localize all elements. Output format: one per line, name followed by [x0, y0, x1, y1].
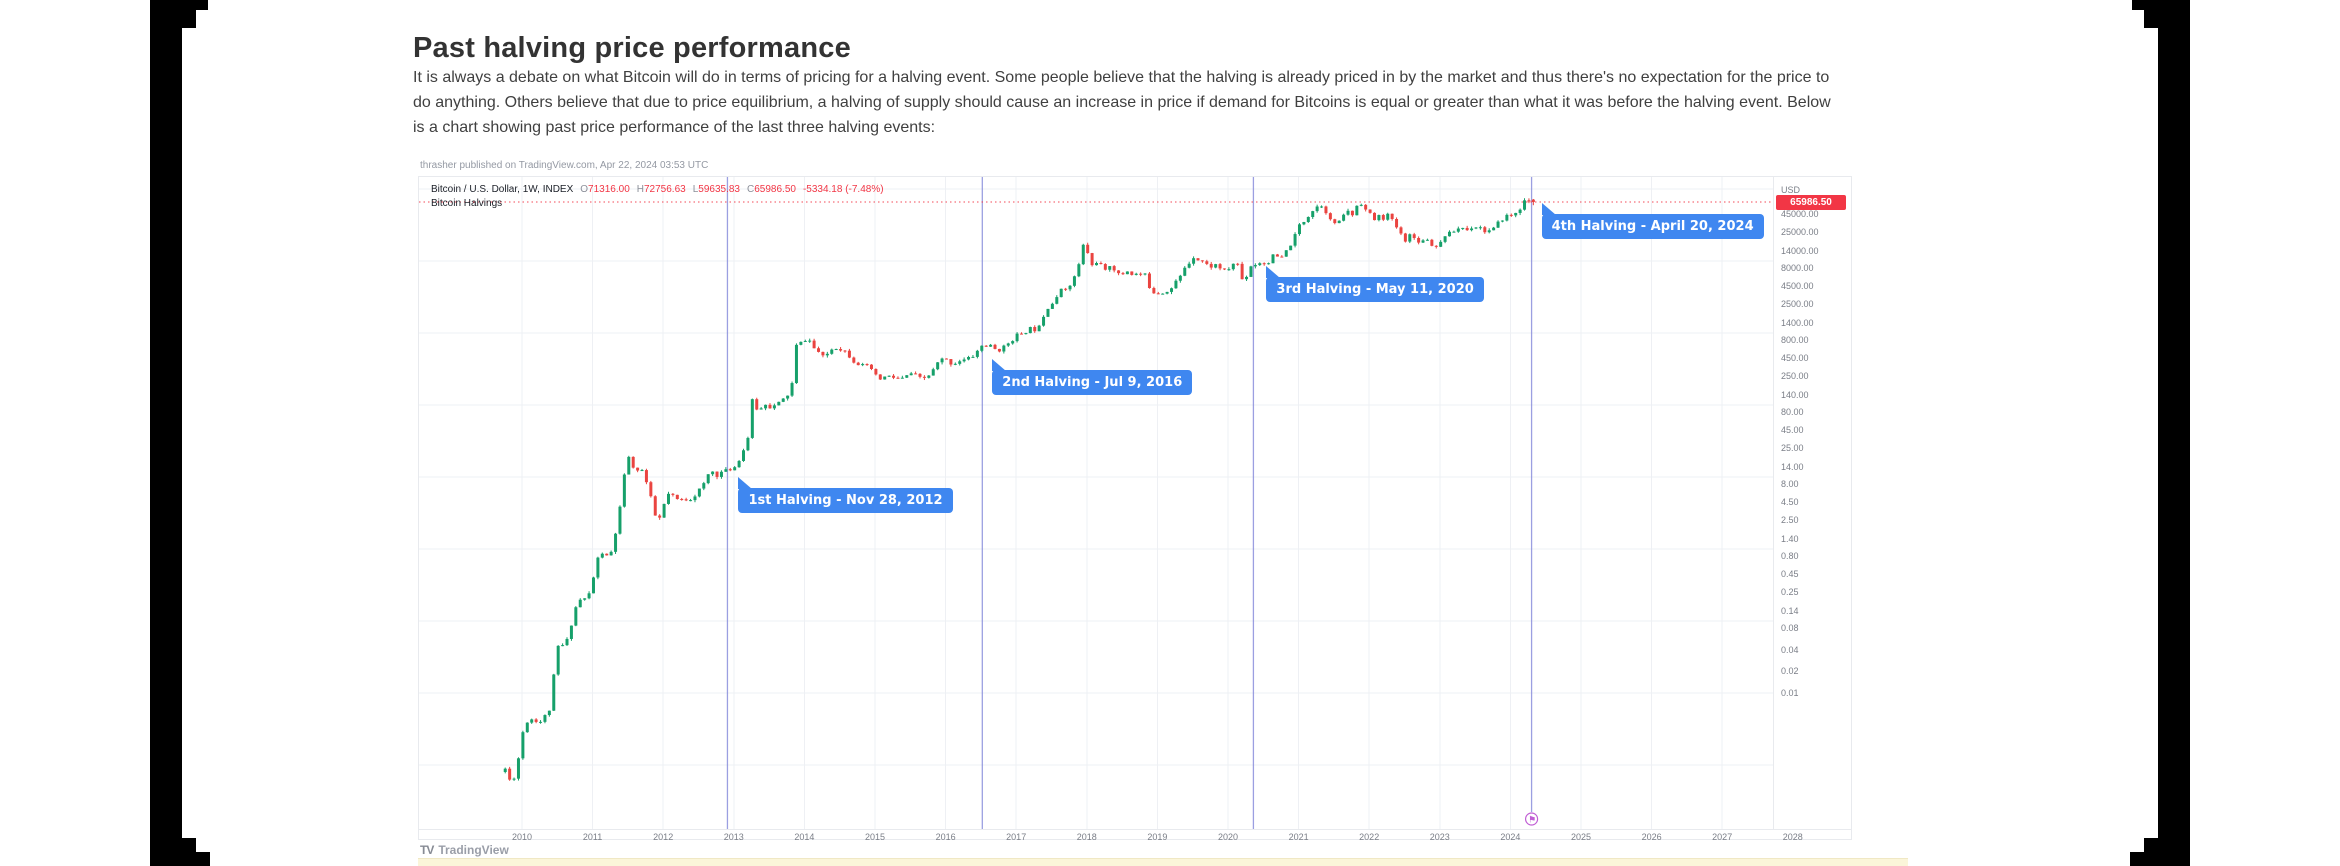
year-tick-label: 2011 [582, 832, 603, 842]
tradingview-chart[interactable]: ⚑ Bitcoin / U.S. Dollar, 1W, INDEX O71316… [418, 176, 1852, 842]
symbol-title: Bitcoin / U.S. Dollar, 1W, INDEX [431, 184, 574, 195]
screen-edge-artifact [182, 0, 196, 28]
price-tick-label: 0.45 [1781, 569, 1799, 579]
ohlc-high-value: 72756.63 [644, 184, 686, 195]
screen-edge-artifact [182, 838, 196, 866]
chart-legend: Bitcoin / U.S. Dollar, 1W, INDEX O71316.0… [431, 184, 884, 195]
price-tick-label: 800.00 [1781, 335, 1809, 345]
price-tick-label: 2.50 [1781, 515, 1799, 526]
halving-callout: 3rd Halving - May 11, 2020 [1266, 266, 1484, 303]
price-tick-label: 1.40 [1781, 533, 1799, 544]
tradingview-logo-icon[interactable]: TV [420, 843, 434, 857]
year-tick-label: 2025 [1570, 832, 1592, 842]
screen-edge-artifact [150, 0, 182, 866]
year-tick-label: 2023 [1429, 832, 1450, 842]
price-tick-label: 25000.00 [1781, 227, 1819, 238]
year-tick-label: 2020 [1217, 832, 1239, 842]
price-tick-label: 8.00 [1781, 479, 1799, 489]
price-tick-label: 0.04 [1781, 644, 1799, 655]
price-tick-label: 140.00 [1781, 389, 1809, 400]
candlestick-plot[interactable]: ⚑ [419, 177, 1773, 829]
year-tick-label: 2022 [1359, 832, 1380, 842]
ohlc-open-label: O [580, 184, 589, 195]
price-tick-label: 4.50 [1781, 497, 1799, 507]
year-tick-label: 2017 [1006, 832, 1027, 842]
price-tick-label: 0.01 [1781, 688, 1799, 699]
price-tick-label: 0.02 [1781, 666, 1799, 677]
year-tick-label: 2024 [1500, 832, 1521, 842]
year-tick-label: 2010 [511, 832, 533, 842]
ohlc-high-label: H [636, 184, 644, 195]
time-axis[interactable]: 2010 2011 2012 2013 2014 2015 2016 2017 2018 2019… [419, 829, 1851, 842]
year-tick-label: 2014 [794, 832, 815, 842]
current-price-badge: 65986.50 [1776, 194, 1846, 210]
change-value: -5334.18 (-7.48%) [802, 184, 884, 195]
axis-currency-label: USD [1781, 185, 1801, 195]
year-tick-label: 2019 [1147, 832, 1168, 842]
price-tick-label: 14000.00 [1781, 245, 1819, 256]
screen-edge-artifact [2158, 0, 2190, 866]
chart-attribution: thrasher published on TradingView.com, A… [420, 160, 709, 171]
price-tick-label: 250.00 [1781, 371, 1809, 382]
screen-edge-artifact [2130, 852, 2144, 866]
price-tick-label: 0.14 [1781, 605, 1799, 616]
intro-paragraph: It is always a debate on what Bitcoin wi… [413, 69, 1831, 136]
ohlc-open-value: 71316.00 [588, 184, 630, 195]
halving-callout: 2nd Halving - Jul 9, 2016 [992, 359, 1193, 396]
year-tick-label: 2021 [1288, 832, 1309, 842]
year-tick-label: 2013 [723, 832, 744, 842]
event-flag-icon[interactable]: ⚑ [1528, 815, 1536, 825]
ohlc-low-label: L [692, 184, 699, 195]
note-callout-top-edge [418, 858, 1908, 866]
price-tick-label: 14.00 [1781, 461, 1804, 472]
price-tick-label: 8000.00 [1781, 263, 1814, 273]
indicator-label: Bitcoin Halvings [431, 198, 503, 209]
tradingview-logo-text[interactable]: TradingView [438, 843, 509, 857]
price-tick-label: 450.00 [1781, 353, 1809, 363]
halving-callout: 1st Halving - Nov 28, 2012 [738, 477, 953, 514]
tradingview-footer: TV TradingView [420, 843, 509, 857]
screen-edge-artifact [2144, 838, 2158, 866]
halving-callout: 4th Halving - April 20, 2024 [1541, 203, 1764, 240]
year-tick-label: 2027 [1712, 832, 1733, 842]
price-tick-label: 4500.00 [1781, 281, 1814, 291]
price-axis[interactable]: USD 65986.50 45000.00 25000.00 14000.00 800… [1773, 177, 1852, 829]
ohlc-close-label: C [747, 184, 755, 195]
year-tick-label: 2015 [864, 832, 886, 842]
year-tick-label: 2016 [935, 832, 956, 842]
price-tick-label: 45000.00 [1781, 209, 1819, 219]
year-tick-label: 2018 [1076, 832, 1097, 842]
ohlc-close-value: 65986.50 [754, 184, 796, 195]
screen-edge-artifact [2132, 0, 2144, 10]
year-tick-label: 2028 [1782, 832, 1803, 842]
ohlc-low-value: 59635.83 [698, 184, 740, 195]
price-tick-label: 0.80 [1781, 551, 1799, 561]
price-tick-label: 80.00 [1781, 407, 1804, 417]
price-tick-label: 45.00 [1781, 425, 1804, 435]
year-tick-label: 2026 [1641, 832, 1662, 842]
price-tick-label: 1400.00 [1781, 317, 1814, 328]
price-tick-label: 2500.00 [1781, 299, 1814, 310]
screen-edge-artifact [196, 0, 208, 10]
screen-edge-artifact [196, 852, 210, 866]
year-tick-label: 2012 [653, 832, 674, 842]
price-tick-label: 25.00 [1781, 443, 1804, 454]
screen-edge-artifact [2144, 0, 2158, 28]
price-tick-label: 0.25 [1781, 587, 1799, 598]
price-tick-label: 0.08 [1781, 623, 1799, 633]
page-title: Past halving price performance [413, 32, 851, 65]
